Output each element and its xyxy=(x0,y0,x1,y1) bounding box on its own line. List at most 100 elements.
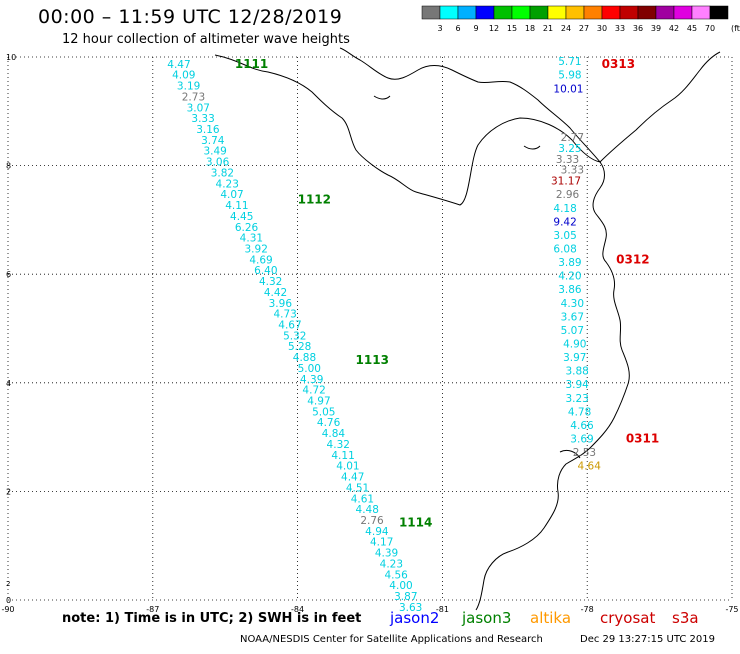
x-tick-label: -87 xyxy=(146,605,159,614)
color-scale-swatch xyxy=(475,5,495,20)
x-tick-label: -84 xyxy=(291,605,304,614)
swh-value: 5.71 xyxy=(558,56,581,68)
coastline-caribbean xyxy=(599,51,721,163)
mission-altika-label: altika xyxy=(530,609,572,627)
color-scale-label: 21 xyxy=(543,24,553,33)
color-scale-swatch xyxy=(457,5,477,20)
swh-value: 6.08 xyxy=(553,243,576,255)
y-tick-label: 0 xyxy=(6,596,11,605)
swh-value: 4.31 xyxy=(240,233,263,245)
swh-value: 5.07 xyxy=(561,325,584,337)
color-scale-label: 45 xyxy=(687,24,697,33)
swh-value: 31.17 xyxy=(551,176,581,188)
y-tick-label: 10 xyxy=(6,53,16,62)
color-scale-swatch xyxy=(709,5,729,20)
swh-value: 4.30 xyxy=(561,298,584,310)
swh-value: 4.23 xyxy=(216,178,239,190)
swh-value: 4.42 xyxy=(264,287,287,299)
swh-value: 4.88 xyxy=(293,352,316,364)
swh-value: 4.69 xyxy=(249,254,272,266)
swh-value: 4.73 xyxy=(273,309,296,321)
swh-value: 3.19 xyxy=(177,81,200,93)
swh-value: 3.82 xyxy=(211,167,234,179)
swh-value: 3.96 xyxy=(269,298,293,310)
color-scale-label: 6 xyxy=(455,24,460,33)
swh-value: 4.51 xyxy=(346,482,369,494)
swh-value: 4.39 xyxy=(300,374,323,386)
x-tick-label: -81 xyxy=(436,605,449,614)
color-scale-swatch xyxy=(421,5,441,20)
y-tick-label: 2 xyxy=(6,487,11,496)
color-scale-label: 39 xyxy=(651,24,661,33)
swh-value: 4.11 xyxy=(331,450,354,462)
page-title: 00:00 – 11:59 UTC 12/28/2019 xyxy=(38,6,343,28)
swh-value: 4.47 xyxy=(167,59,190,71)
color-scale-label: 3 xyxy=(437,24,442,33)
x-tick-label: -90 xyxy=(1,605,14,614)
swh-value: 4.76 xyxy=(317,417,341,429)
pass-label: 1111 xyxy=(235,57,268,71)
color-scale-label: 18 xyxy=(525,24,535,33)
color-scale-swatch xyxy=(565,5,585,20)
footer-credit: NOAA/NESDIS Center for Satellite Applica… xyxy=(240,634,543,645)
color-scale-swatch xyxy=(691,5,711,20)
swh-value: 3.33 xyxy=(561,165,584,177)
swh-value: 4.84 xyxy=(322,428,346,440)
swh-value: 4.64 xyxy=(578,461,602,473)
swh-value: 5.28 xyxy=(288,341,311,353)
swh-value: 3.23 xyxy=(565,393,588,405)
swh-value: 5.05 xyxy=(312,406,335,418)
color-scale-label: 36 xyxy=(633,24,643,33)
swh-value: 3.69 xyxy=(570,434,593,446)
swh-value: 2.53 xyxy=(573,447,596,459)
mission-cryosat-label: cryosat xyxy=(600,609,656,627)
color-scale-unit: (ft) xyxy=(731,24,740,33)
color-scale-label: 42 xyxy=(669,24,679,33)
swh-value: 3.63 xyxy=(399,602,422,614)
swh-value: 4.66 xyxy=(570,420,594,432)
swh-value: 4.32 xyxy=(259,276,282,288)
lat-lon-grid xyxy=(7,56,733,601)
color-scale-swatch xyxy=(619,5,639,20)
swh-value: 3.94 xyxy=(565,379,589,391)
y-tick-label-extra: 2 xyxy=(6,580,10,588)
color-scale-label: 30 xyxy=(597,24,607,33)
swh-value: 3.88 xyxy=(565,366,588,378)
pass-label: 0312 xyxy=(616,252,649,266)
swh-value: 4.39 xyxy=(375,548,398,560)
y-tick-label: 4 xyxy=(6,379,11,388)
swh-value: 10.01 xyxy=(553,83,583,95)
mission-jason2-label: jason2 xyxy=(390,609,440,627)
swh-value: 4.11 xyxy=(225,200,248,212)
swh-value: 3.74 xyxy=(201,135,225,147)
pass-label: 1113 xyxy=(356,353,389,367)
swh-value: 4.18 xyxy=(553,203,576,215)
swh-value: 4.20 xyxy=(558,271,581,283)
coastline-colombia-pacific xyxy=(475,161,630,611)
pass-label: 1114 xyxy=(399,516,432,530)
swh-value: 5.32 xyxy=(283,330,306,342)
color-scale-swatch xyxy=(637,5,657,20)
color-scale-label: 70 xyxy=(705,24,715,33)
color-scale-swatch xyxy=(583,5,603,20)
y-tick-label: 6 xyxy=(6,270,11,279)
color-scale-label: 24 xyxy=(561,24,571,33)
swh-value: 3.86 xyxy=(558,284,582,296)
swh-value: 4.72 xyxy=(302,385,325,397)
swh-value: 4.67 xyxy=(278,320,301,332)
swh-value: 5.98 xyxy=(558,70,581,82)
color-scale-swatch xyxy=(547,5,567,20)
y-tick-label: 8 xyxy=(6,162,11,171)
color-scale-swatch xyxy=(529,5,549,20)
x-tick-label: -75 xyxy=(725,605,738,614)
swh-value: 3.49 xyxy=(203,146,226,158)
swh-value: 2.77 xyxy=(561,132,584,144)
color-scale-swatch xyxy=(511,5,531,20)
swh-value: 4.07 xyxy=(220,189,243,201)
swh-value: 3.92 xyxy=(245,243,268,255)
axis-tick-labels: -90 -87 -84 -81 -78 -75 0 2 4 6 8 10 2 xyxy=(1,53,738,614)
footer-timestamp: Dec 29 13:27:15 UTC 2019 xyxy=(580,634,715,645)
swh-value: 9.42 xyxy=(553,216,576,228)
